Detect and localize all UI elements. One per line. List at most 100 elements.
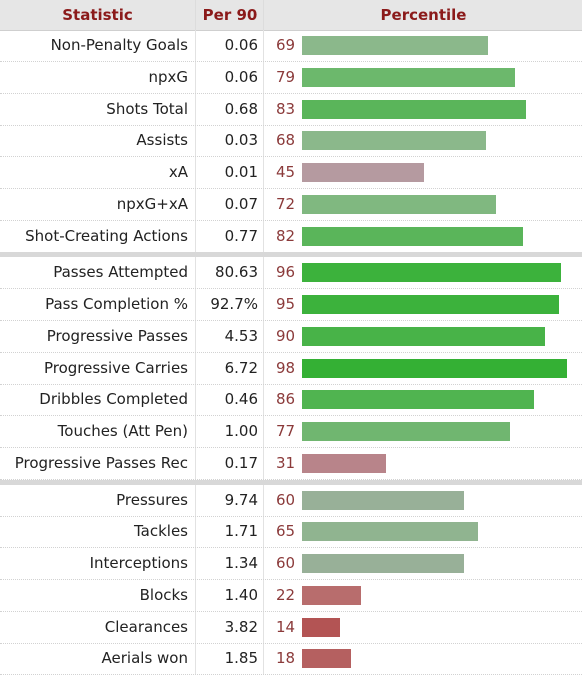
stat-label: Touches (Att Pen)	[57, 422, 188, 440]
percentile-value: 83	[276, 99, 296, 118]
table-row: Touches (Att Pen) 1.00 77	[0, 416, 582, 448]
per90-value: 1.00	[224, 422, 258, 440]
stat-label: Pressures	[116, 490, 188, 509]
percentile-value: 68	[276, 131, 296, 150]
percentile-value: 77	[276, 422, 296, 440]
table-row: Non-Penalty Goals 0.06 69	[0, 30, 582, 62]
stat-label: Non-Penalty Goals	[50, 36, 188, 54]
table-row: Blocks 1.40 22	[0, 580, 582, 612]
percentile-value: 82	[276, 226, 296, 245]
per90-value: 0.06	[224, 67, 258, 86]
percentile-bar	[302, 490, 464, 510]
percentile-bar	[302, 585, 362, 605]
percentile-value: 22	[276, 585, 296, 604]
table-row: Tackles 1.71 65	[0, 516, 582, 549]
percentile-bar	[302, 295, 559, 314]
stat-label: Shots Total	[106, 99, 188, 118]
table-row: Assists 0.03 68	[0, 125, 582, 158]
per90-value: 0.03	[224, 131, 258, 150]
header-per90: Per 90	[195, 0, 264, 30]
stat-label: Progressive Passes Rec	[14, 453, 188, 472]
per90-value: 1.40	[224, 585, 258, 604]
header-percentile: Percentile	[263, 0, 582, 30]
per90-value: 92.7%	[210, 295, 258, 313]
percentile-value: 18	[276, 649, 296, 668]
percentile-bar	[302, 358, 567, 378]
percentile-bar	[302, 554, 464, 573]
per90-value: 1.71	[224, 522, 258, 541]
stat-label: Shot-Creating Actions	[25, 226, 188, 245]
stat-label: Passes Attempted	[53, 263, 188, 282]
percentile-value: 60	[276, 490, 296, 509]
stat-label: Assists	[136, 131, 188, 150]
per90-value: 1.34	[224, 554, 258, 572]
stat-label: Blocks	[139, 585, 188, 604]
percentile-bar	[302, 36, 489, 55]
stat-label: Interceptions	[89, 554, 188, 572]
table-row: Pressures 9.74 60	[0, 485, 582, 517]
per90-value: 6.72	[224, 358, 258, 377]
per90-value: 0.01	[224, 163, 258, 181]
table-row: Progressive Passes 4.53 90	[0, 321, 582, 353]
table-row: Pass Completion % 92.7% 95	[0, 289, 582, 321]
table-row: Progressive Carries 6.72 98	[0, 353, 582, 385]
percentile-value: 86	[276, 390, 296, 409]
percentile-value: 60	[276, 554, 296, 572]
percentile-bar	[302, 67, 516, 87]
table-row: npxG 0.06 79	[0, 62, 582, 94]
percentile-value: 31	[276, 453, 296, 472]
per90-value: 0.77	[224, 226, 258, 245]
percentile-value: 96	[276, 263, 296, 282]
stat-label: xA	[168, 163, 188, 181]
per90-value: 80.63	[215, 263, 258, 282]
per90-value: 0.17	[224, 453, 258, 472]
percentile-bar	[302, 194, 497, 214]
per90-value: 0.06	[224, 36, 258, 54]
table-row: Dribbles Completed 0.46 86	[0, 384, 582, 417]
percentile-value: 14	[276, 617, 296, 636]
table-row: Progressive Passes Rec 0.17 31	[0, 448, 582, 480]
table-row: Clearances 3.82 14	[0, 612, 582, 644]
stat-label: Progressive Passes	[46, 326, 188, 345]
percentile-bar	[302, 326, 545, 346]
percentile-bar	[302, 617, 340, 637]
table-row: Shot-Creating Actions 0.77 82	[0, 221, 582, 253]
header-statistic: Statistic	[62, 6, 133, 24]
table-row: Shots Total 0.68 83	[0, 94, 582, 126]
table-row: xA 0.01 45	[0, 157, 582, 189]
percentile-value: 72	[276, 194, 296, 213]
table-row: Passes Attempted 80.63 96	[0, 257, 582, 290]
percentile-bar	[302, 163, 424, 182]
percentile-value: 98	[276, 358, 296, 377]
stat-label: npxG	[148, 67, 188, 86]
per90-value: 0.46	[224, 390, 258, 409]
stat-label: Tackles	[133, 522, 188, 541]
per90-value: 1.85	[224, 649, 258, 668]
table-header: Statistic Per 90 Percentile	[0, 0, 582, 31]
per90-value: 0.68	[224, 99, 258, 118]
per90-value: 9.74	[224, 490, 258, 509]
table-row: Aerials won 1.85 18	[0, 643, 582, 675]
percentile-bar	[302, 226, 524, 246]
percentile-value: 79	[276, 67, 296, 86]
group-separator	[0, 479, 582, 485]
percentile-bar	[302, 453, 386, 473]
stat-label: Clearances	[104, 617, 188, 636]
percentile-bar	[302, 131, 486, 151]
per90-value: 4.53	[224, 326, 258, 345]
per90-value: 3.82	[224, 617, 258, 636]
stat-label: Dribbles Completed	[39, 390, 188, 409]
percentile-bar	[302, 263, 562, 283]
table-row: Interceptions 1.34 60	[0, 548, 582, 580]
percentile-value: 65	[276, 522, 296, 541]
stat-label: Progressive Carries	[43, 358, 188, 377]
percentile-bar	[302, 649, 351, 669]
percentile-value: 90	[276, 326, 296, 345]
percentile-bar	[302, 99, 527, 119]
stat-label: Pass Completion %	[45, 295, 188, 313]
per90-value: 0.07	[224, 194, 258, 213]
group-separator	[0, 252, 582, 258]
percentile-bar	[302, 422, 510, 441]
stat-label: npxG+xA	[116, 194, 188, 213]
